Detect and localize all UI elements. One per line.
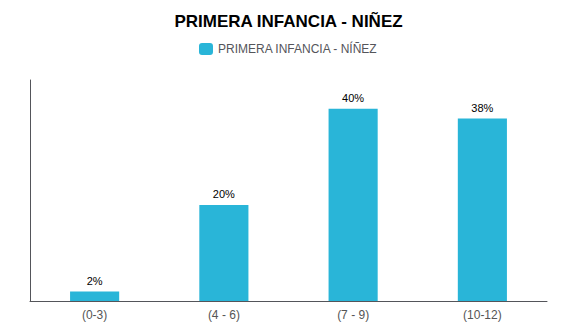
svg-text:2%: 2% bbox=[87, 275, 103, 287]
svg-text:40%: 40% bbox=[342, 92, 364, 104]
svg-text:20%: 20% bbox=[213, 188, 235, 200]
svg-text:PRIMERA INFANCIA - NIÑEZ: PRIMERA INFANCIA - NIÑEZ bbox=[174, 11, 402, 31]
svg-text:(7 - 9): (7 - 9) bbox=[337, 308, 369, 322]
svg-text:(4 - 6): (4 - 6) bbox=[208, 308, 240, 322]
svg-text:(0-3): (0-3) bbox=[82, 308, 107, 322]
svg-text:PRIMERA INFANCIA - NÍÑEZ: PRIMERA INFANCIA - NÍÑEZ bbox=[218, 41, 377, 56]
svg-text:(10-12): (10-12) bbox=[463, 308, 502, 322]
svg-text:38%: 38% bbox=[471, 102, 493, 114]
